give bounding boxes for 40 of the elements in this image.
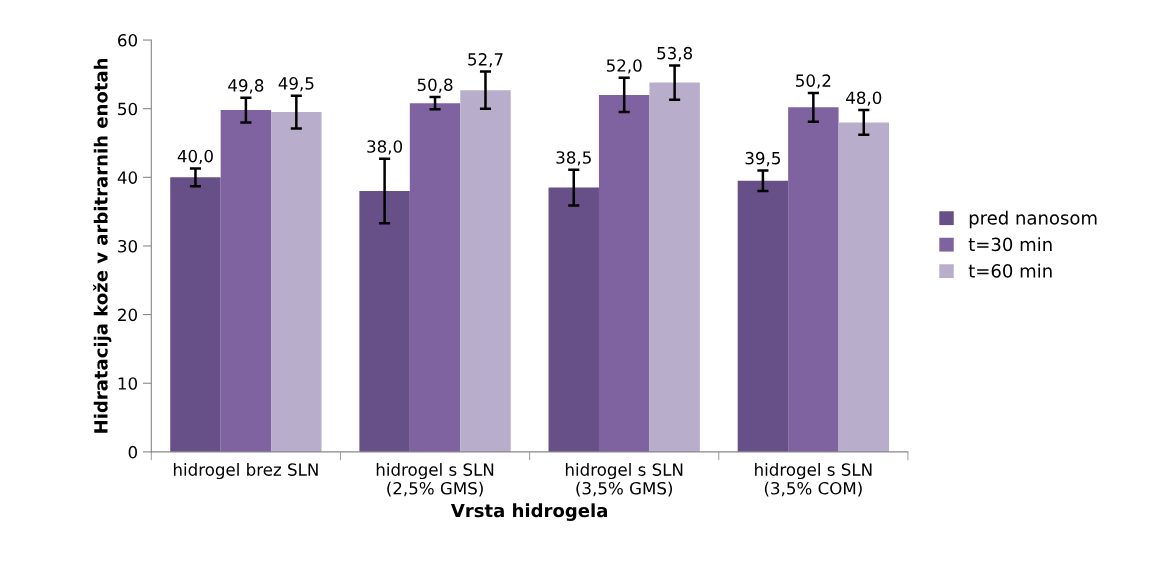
- data-label: 39,5: [745, 151, 780, 167]
- bar: [409, 103, 461, 452]
- y-tick-label: 60: [118, 34, 138, 47]
- bar: [548, 187, 599, 452]
- data-label: 40,0: [177, 149, 213, 165]
- data-label: 48,0: [846, 91, 882, 106]
- bar: [460, 90, 511, 452]
- y-axis-title: Hidratacija kože v arbitrarnih enotah: [93, 58, 112, 433]
- x-tick-label: hidrogel s SLN (3,5% COM): [755, 462, 872, 497]
- data-label: 52,0: [606, 59, 642, 74]
- data-label: 38,5: [556, 151, 591, 166]
- y-tick-label: 20: [118, 308, 138, 322]
- data-label: 50,2: [796, 74, 831, 89]
- bar: [220, 110, 272, 452]
- bar: [271, 112, 322, 452]
- data-label: 52,7: [468, 53, 503, 68]
- data-label: 49,5: [278, 77, 314, 92]
- bar: [649, 82, 700, 452]
- bar: [170, 177, 221, 452]
- bar: [737, 180, 789, 452]
- y-tick-label: 10: [118, 377, 138, 390]
- x-tick-label: hidrogel s SLN (3,5% GMS): [565, 462, 683, 497]
- x-axis-title: Vrsta hidrogela: [450, 503, 607, 521]
- legend-label: pred nanosom: [969, 210, 1097, 229]
- bar: [598, 94, 650, 452]
- legend-label: t=30 min: [968, 237, 1052, 252]
- legend-label: t=60 min: [968, 263, 1052, 278]
- data-label: 38,0: [367, 140, 403, 155]
- y-tick-label: 30: [118, 239, 138, 253]
- y-tick-label: 50: [118, 102, 138, 116]
- y-tick-label: 40: [117, 171, 138, 184]
- x-tick-label: hidrogel s SLN (2,5% GMS): [376, 462, 494, 497]
- bar: [359, 191, 410, 452]
- bar: [788, 107, 839, 452]
- data-label: 53,8: [657, 46, 693, 62]
- bar: [838, 122, 889, 452]
- y-tick-label: 0: [128, 445, 138, 459]
- data-label: 50,8: [417, 78, 453, 93]
- data-label: 49,8: [228, 79, 264, 94]
- x-tick-label: hidrogel brez SLN: [173, 462, 318, 480]
